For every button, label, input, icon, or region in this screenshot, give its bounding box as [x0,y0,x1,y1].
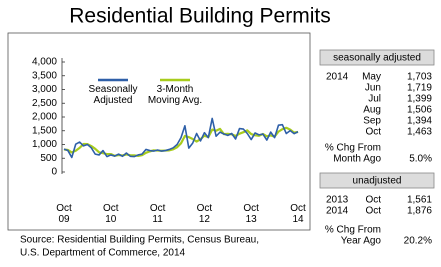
row-month: Oct [365,206,381,217]
source: U.S. Department of Commerce, 2014 [20,248,186,259]
y-tick-label: 3,500 [32,70,57,81]
x-tick-label: Oct 12 [197,203,213,225]
row-month: Jun [365,83,381,94]
row-value: 1,506 [407,105,432,116]
row-year: 2014 [326,72,349,83]
panel-header-box [319,172,435,189]
x-tick-label: Oct 10 [103,203,119,225]
x-tick-label: Oct 09 [56,203,72,225]
panel-header-box [319,49,435,66]
row-value: 1,399 [407,94,432,105]
row-month: Oct [365,195,381,206]
row-value: 1,561 [407,195,432,206]
series-line [63,117,299,159]
change-value: 5.0% [409,154,432,165]
x-tick-label: Oct 14 [290,203,306,225]
legend-label: Seasonally Adjusted [89,84,138,106]
row-value: 1,719 [407,83,432,94]
chart-frame [7,32,311,231]
change-label: % Chg From [325,143,381,154]
panel-header: unadjusted [353,176,402,187]
source: Source: Residential Building Permits, Ce… [20,235,259,246]
y-tick-label: 1,500 [32,125,57,136]
change-label: % Chg From [325,225,381,236]
series-line [63,126,299,158]
row-month: Aug [363,105,381,116]
change-value: 20.2% [404,236,432,247]
legend-label: 3-Month Moving Avg. [148,84,202,106]
row-value: 1,876 [407,206,432,217]
row-month: Sep [363,116,381,127]
y-tick-label: 3,000 [32,84,57,95]
row-year: 2013 [326,195,349,206]
y-tick-label: 2,000 [32,112,57,123]
row-month: May [362,72,381,83]
panel-header: seasonally adjusted [333,53,421,64]
y-tick-label: 0 [51,167,57,178]
row-value: 1,703 [407,72,432,83]
row-value: 1,463 [407,127,432,138]
change-label: Year Ago [341,236,382,247]
row-value: 1,394 [407,116,432,127]
x-tick-label: Oct 11 [150,203,166,225]
y-tick-label: 500 [40,153,57,164]
x-tick-label: Oct 13 [243,203,259,225]
chart-title: Residential Building Permits [69,5,330,28]
row-month: Jul [368,94,381,105]
row-month: Oct [365,127,381,138]
y-tick-label: 2,500 [32,98,57,109]
row-year: 2014 [326,206,349,217]
y-tick-label: 1,000 [32,139,57,150]
change-label: Month Ago [333,154,381,165]
y-tick-label: 4,000 [32,57,57,68]
